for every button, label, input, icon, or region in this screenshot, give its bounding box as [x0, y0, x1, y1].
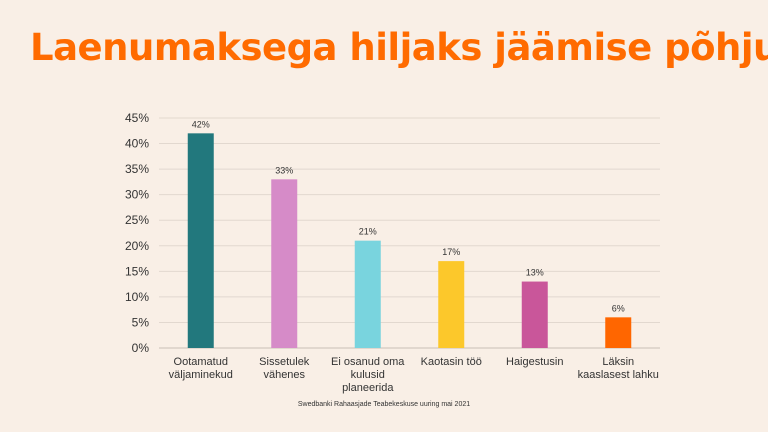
chart-title: Laenumaksega hiljaks jäämise põhjus [30, 26, 768, 69]
y-tick-label: 45% [125, 111, 149, 125]
x-tick-label: Läksin kaaslasest lahku [578, 356, 659, 381]
bar [271, 179, 298, 348]
x-tick-label: Haigestusin [506, 356, 563, 368]
bar [605, 317, 632, 348]
x-tick-label: Sissetulek vähenes [259, 356, 310, 381]
x-tick-label: Ootamatud väljaminekud [169, 356, 233, 381]
bar [438, 261, 465, 348]
y-tick-label: 20% [125, 239, 149, 253]
data-label: 17% [442, 247, 460, 257]
data-label: 42% [192, 119, 210, 129]
y-tick-label: 25% [125, 213, 149, 227]
x-tick-label: Ei osanud oma kulusid planeerida [331, 356, 405, 394]
y-tick-label: 35% [125, 162, 149, 176]
data-label: 6% [612, 303, 625, 313]
data-label: 13% [526, 268, 544, 278]
y-tick-label: 10% [125, 290, 149, 304]
x-tick-label: Kaotasin töö [421, 356, 482, 368]
y-tick-label: 15% [125, 264, 149, 278]
y-tick-label: 5% [132, 315, 150, 329]
data-label: 33% [275, 165, 293, 175]
bar [521, 281, 548, 348]
bar [187, 133, 214, 348]
data-label: 21% [359, 227, 377, 237]
y-tick-label: 40% [125, 137, 149, 151]
y-tick-label: 0% [132, 341, 150, 355]
y-tick-label: 30% [125, 188, 149, 202]
source-note: Swedbanki Rahaasjade Teabekeskuse uuring… [297, 401, 471, 408]
bar [354, 240, 381, 348]
